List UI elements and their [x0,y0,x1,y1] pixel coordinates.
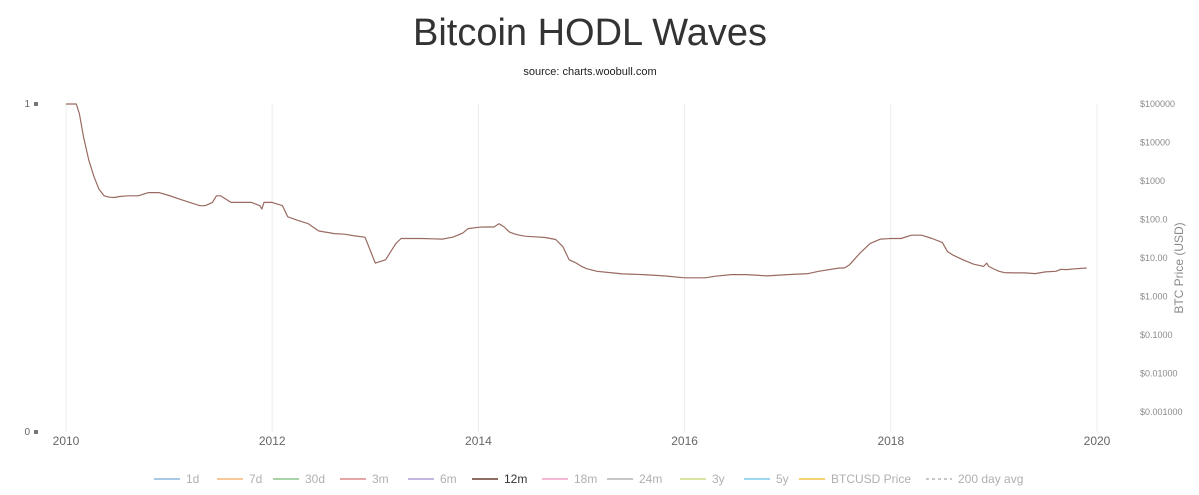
legend-item-7d[interactable]: 7d [249,472,262,486]
x-tick-label: 2018 [877,434,904,448]
chart-subtitle: source: charts.woobull.com [523,66,657,78]
legend-item-3m[interactable]: 3m [372,472,389,486]
y-right-tick-label: $0.01000 [1140,369,1178,379]
legend-item-btcusd-price[interactable]: BTCUSD Price [831,472,911,486]
series-line-12m [66,103,1087,279]
x-tick-label: 2010 [53,434,80,448]
legend-item-200-day-avg[interactable]: 200 day avg [958,472,1023,486]
y-left-tick-label: 0 [24,427,30,438]
legend-item-6m[interactable]: 6m [440,472,457,486]
legend-item-12m[interactable]: 12m [504,472,527,486]
legend-item-1d[interactable]: 1d [186,472,199,486]
y-right-tick-label: $1000 [1140,176,1165,186]
legend-item-5y[interactable]: 5y [776,472,789,486]
x-tick-label: 2016 [671,434,698,448]
x-tick-label: 2020 [1084,434,1111,448]
y-right-tick-label: $10.00 [1140,253,1168,263]
y-right-tick-label: $100.0 [1140,215,1168,225]
legend-item-24m[interactable]: 24m [639,472,662,486]
x-tick-label: 2012 [259,434,286,448]
y-right-tick-label: $0.001000 [1140,407,1183,417]
legend-item-18m[interactable]: 18m [574,472,597,486]
y-right-tick-label: $10000 [1140,138,1170,148]
x-tick-label: 2014 [465,434,492,448]
y-left-tick-mark [34,430,38,434]
chart-title: Bitcoin HODL Waves [412,12,768,54]
y-right-tick-label: $0.1000 [1140,330,1173,340]
legend-item-30d[interactable]: 30d [305,472,325,486]
y-right-axis-title: BTC Price (USD) [1172,222,1186,313]
y-right-tick-label: $100000 [1140,99,1175,109]
y-right-tick-label: $1.000 [1140,292,1168,302]
legend-item-3y[interactable]: 3y [712,472,725,486]
y-left-tick-label: 1 [24,99,30,110]
y-left-tick-mark [34,102,38,106]
